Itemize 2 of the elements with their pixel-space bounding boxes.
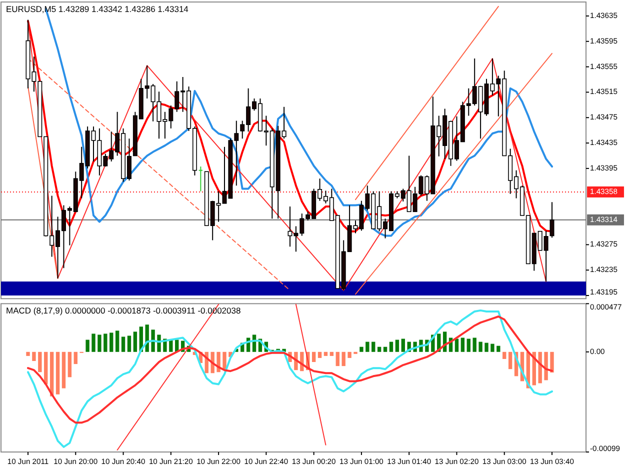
- candlestick: [198, 166, 204, 192]
- chart-title: EURUSD,M5 1.43289 1.43342 1.43286 1.43314: [6, 4, 189, 14]
